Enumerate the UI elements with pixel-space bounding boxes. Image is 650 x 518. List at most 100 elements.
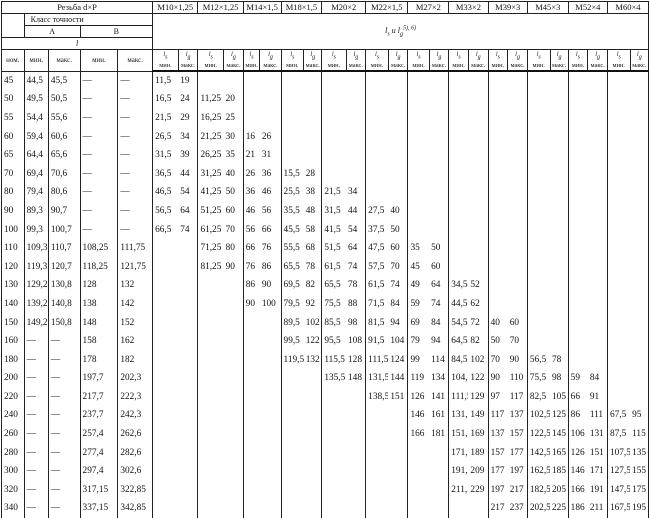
pair-sub: макс. — [590, 61, 605, 69]
sub-col-header: мин. — [23, 49, 49, 72]
l-b-max: — — [117, 90, 154, 110]
lg-max-cell — [550, 146, 569, 165]
lg-max-header: lg макс. — [507, 49, 528, 72]
lg-max-cell — [388, 164, 409, 184]
ls-min-cell — [365, 127, 389, 147]
l-nom: 50 — [1, 90, 25, 110]
ls-min-cell: 26 — [242, 164, 260, 184]
lg-max-cell: 155 — [630, 462, 650, 482]
ls-min-cell — [567, 109, 588, 128]
ls-min-cell — [197, 276, 224, 296]
ls-min-cell — [321, 109, 347, 128]
l-max: — — [47, 499, 81, 518]
lg-max-cell — [259, 313, 282, 333]
thread-col-header: M52×4 — [567, 1, 608, 14]
ls-min-cell: 99,5 — [280, 332, 304, 351]
l-b-min: — — [79, 183, 119, 203]
l-b-min: 138 — [79, 295, 119, 314]
lg-max-cell — [388, 443, 409, 463]
ls-min-cell — [606, 146, 631, 165]
lg-max-cell — [178, 332, 199, 351]
ls-min-header: ls мин. — [407, 49, 430, 72]
ls-min-cell — [606, 202, 631, 221]
l-b-max: 302,6 — [117, 462, 154, 482]
lg-max-cell: 50 — [223, 183, 244, 203]
table-row: 200— —197,7 202,3 135,5 148 131,5 144 119 134 104… — [1, 369, 650, 389]
l-nom: 280 — [1, 443, 25, 463]
ls-min-cell: 45 — [407, 257, 430, 277]
pair-sub: мин. — [412, 61, 425, 69]
ls-min-cell — [606, 90, 631, 110]
lg-max-cell: 137 — [507, 406, 528, 426]
lg-max-cell — [468, 146, 489, 165]
lg-max-header: lg макс. — [259, 49, 282, 72]
l-min: — — [23, 443, 49, 463]
l-max: — — [47, 462, 81, 482]
lg-max-cell: 62 — [468, 295, 489, 314]
ls-min-cell — [407, 462, 430, 482]
lg-max-cell: 74 — [388, 276, 409, 296]
lg-max-cell — [507, 146, 528, 165]
thread-col-header: M20×2 — [321, 1, 367, 14]
lg-max-cell: 60 — [388, 239, 409, 258]
ls-min-cell: 122,5 — [526, 425, 551, 444]
l-nom: 70 — [1, 164, 25, 184]
lg-max-cell — [587, 90, 608, 110]
lg-max-cell: 84 — [388, 295, 409, 314]
ls-min-cell: 66 — [567, 388, 588, 407]
lg-max-cell: 195 — [630, 499, 650, 518]
lg-max-cell: 181 — [429, 425, 450, 444]
lg-max-cell — [630, 146, 650, 165]
ls-min-cell — [365, 164, 389, 184]
lg-max-cell — [550, 276, 569, 296]
lg-max-cell — [259, 350, 282, 370]
lg-max-cell — [429, 109, 450, 128]
ls-min-cell: 81,5 — [365, 313, 389, 333]
ls-min-cell — [567, 146, 588, 165]
ls-min-cell: 26,5 — [152, 127, 179, 147]
lg-max-cell — [178, 443, 199, 463]
table-row: 180— —178 182 119,5 132 115,5 128 111,5 124 99 114… — [1, 350, 650, 370]
lg-max-cell: 132 — [303, 350, 323, 370]
l-nom: 340 — [1, 499, 25, 518]
table-row: 280——277,4282,6171,5189157177142,5165126… — [1, 443, 650, 463]
l-min: — — [23, 499, 49, 518]
ls-min-cell: 54,5 — [448, 313, 469, 333]
ls-min-cell: 171,5 — [448, 443, 469, 463]
ls-min-cell: 65,5 — [321, 276, 347, 296]
ls-min-cell — [407, 164, 430, 184]
l-max: — — [47, 388, 81, 407]
lg-max-cell: 74 — [346, 257, 367, 277]
ls-min-cell — [448, 90, 469, 110]
l-b-max: 282,6 — [117, 443, 154, 463]
ls-min-cell — [280, 127, 304, 147]
ls-min-cell: 202,5 — [526, 499, 551, 518]
l-max: 65,6 — [47, 146, 81, 165]
pair-sub: макс. — [471, 61, 486, 69]
ls-min-cell — [242, 90, 260, 110]
ls-min-cell — [197, 295, 224, 314]
lg-max-cell — [587, 239, 608, 258]
table-row: 120 119,3 120,7 118,25 121,75 81,25 90 76 86 65,5… — [1, 257, 650, 277]
lg-max-cell — [346, 146, 367, 165]
ls-min-cell — [197, 425, 224, 444]
lg-max-cell: 58 — [303, 220, 323, 240]
l-min: — — [23, 481, 49, 500]
lg-max-cell — [587, 313, 608, 333]
lg-max-cell — [259, 425, 282, 444]
ls-min-cell — [365, 406, 389, 426]
l-nom: 110 — [1, 239, 25, 258]
lg-max-cell: 80 — [223, 239, 244, 258]
ls-min-cell — [526, 220, 551, 240]
ls-min-cell — [242, 499, 260, 518]
lg-max-cell: 35 — [223, 146, 244, 165]
ls-min-cell: 64,5 — [448, 332, 469, 351]
lg-max-cell — [388, 146, 409, 165]
l-min: 49,5 — [23, 90, 49, 110]
ls-min-cell: 57,5 — [365, 257, 389, 277]
lg-max-cell — [429, 462, 450, 482]
l-b-max: — — [117, 202, 154, 221]
ls-min-cell — [152, 462, 179, 482]
ls-min-cell: 106 — [567, 425, 588, 444]
ls-min-cell: 166 — [567, 481, 588, 500]
